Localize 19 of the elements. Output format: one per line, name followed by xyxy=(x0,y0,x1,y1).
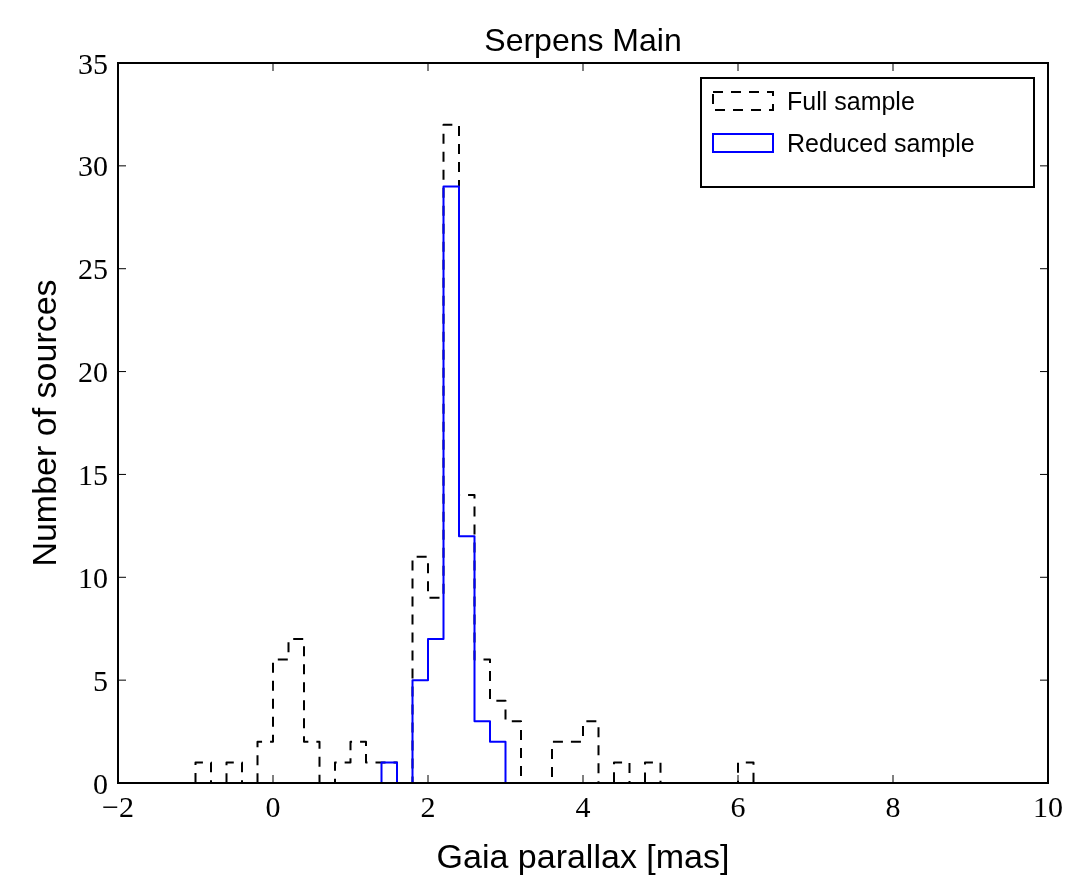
y-tick-label: 10 xyxy=(78,560,108,594)
y-axis-title: Number of sources xyxy=(25,279,63,567)
y-tick-label: 25 xyxy=(78,252,108,286)
x-tick-label: 6 xyxy=(730,790,746,823)
y-tick-label: 20 xyxy=(78,355,108,389)
x-tick-label: 10 xyxy=(1033,790,1063,823)
x-tick-label: 0 xyxy=(265,790,281,823)
legend-label: Full sample xyxy=(787,86,915,115)
y-tick-label: 15 xyxy=(78,457,108,491)
y-tick-label: 0 xyxy=(93,766,108,800)
y-tick-label: 5 xyxy=(93,663,108,697)
x-axis-title: Gaia parallax [mas] xyxy=(436,837,730,875)
legend-label: Reduced sample xyxy=(787,128,975,157)
y-tick-label: 35 xyxy=(78,46,108,80)
x-tick-label: 4 xyxy=(575,790,591,823)
x-tick-label: 8 xyxy=(885,790,901,823)
x-tick-label: 2 xyxy=(420,790,436,823)
y-tick-label: 30 xyxy=(78,149,108,183)
chart-title: Serpens Main xyxy=(484,22,682,58)
